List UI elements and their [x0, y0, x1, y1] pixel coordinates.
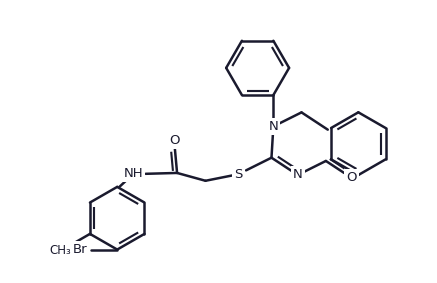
Text: N: N — [268, 120, 278, 133]
Text: CH₃: CH₃ — [49, 245, 71, 257]
Text: O: O — [170, 134, 180, 147]
Text: O: O — [346, 171, 357, 184]
Text: Br: Br — [73, 243, 87, 256]
Text: N: N — [293, 168, 302, 181]
Text: S: S — [234, 168, 243, 181]
Text: NH: NH — [124, 167, 143, 180]
